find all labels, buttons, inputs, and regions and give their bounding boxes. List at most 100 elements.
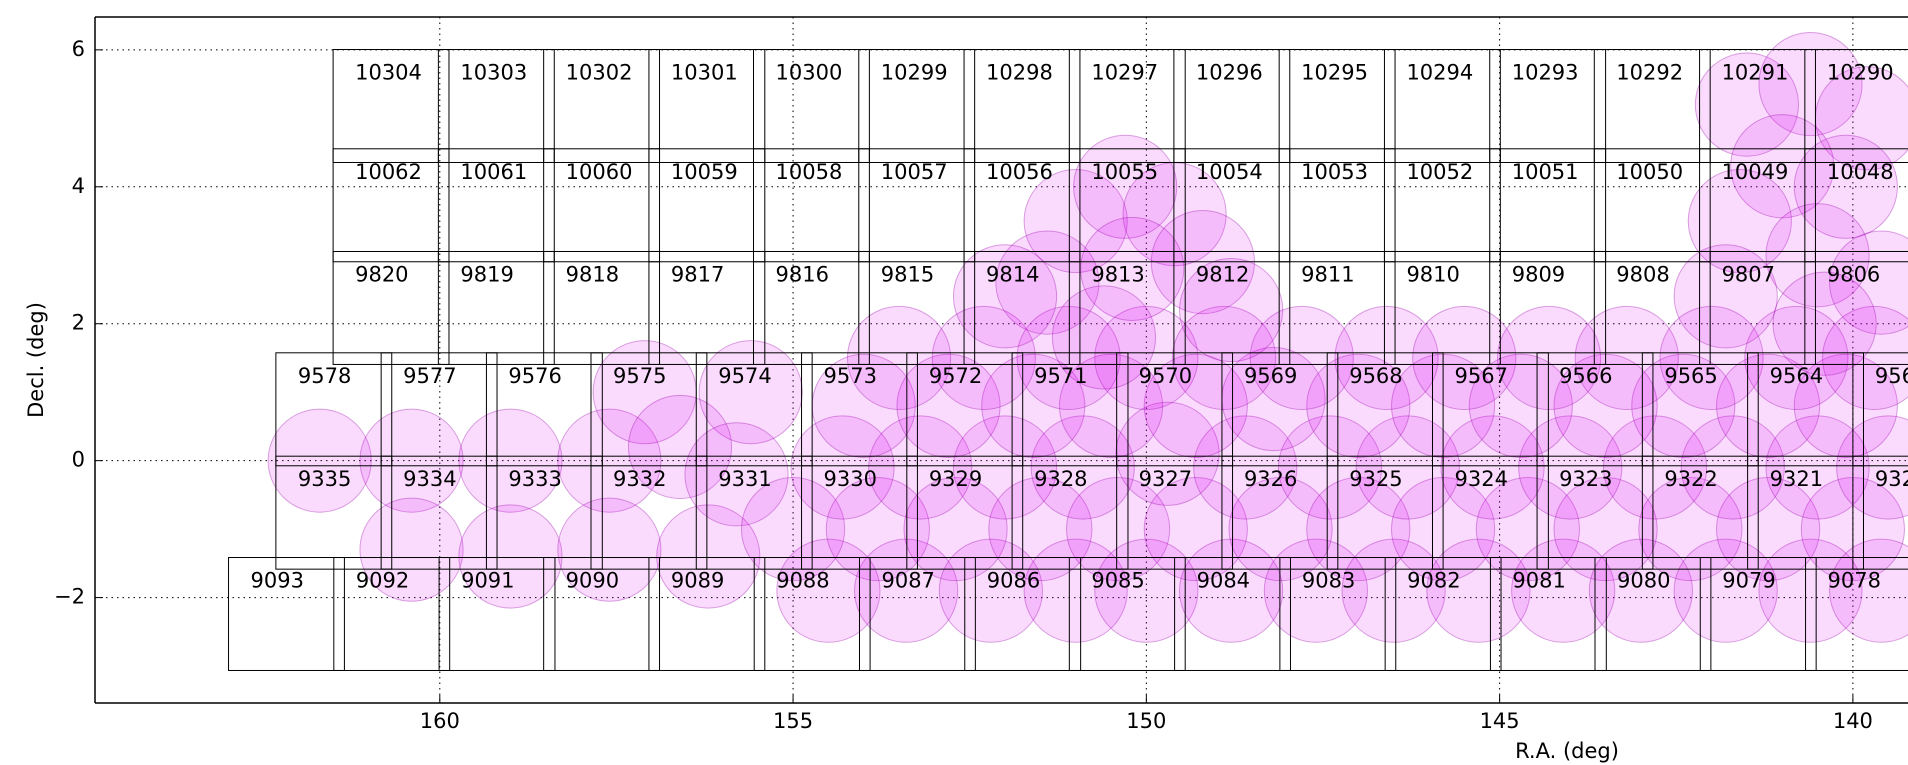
field-label: 10057 [881,160,948,184]
field [1173,148,1291,263]
field-label: 10061 [460,160,527,184]
field-label: 9816 [776,262,829,286]
field [648,557,766,671]
field-label: 10056 [986,160,1053,184]
field [1489,557,1607,671]
field [485,455,603,570]
field [964,557,1082,671]
field-label: 10051 [1512,160,1579,184]
field-label: 9084 [1197,569,1250,593]
pointing [995,230,1100,335]
field-label: 9813 [1091,262,1144,286]
field-label: 9567 [1454,364,1507,388]
field-label: 9812 [1196,262,1249,286]
field-label: 10052 [1406,160,1473,184]
field-label: 9807 [1722,262,1775,286]
pointing [1836,415,1908,520]
field [1699,148,1816,263]
field-label: 10050 [1616,160,1683,184]
pointing [988,477,1093,582]
field [1174,557,1291,671]
pointing [1772,271,1877,376]
field [543,49,661,163]
field [437,49,555,163]
field-label: 9814 [986,262,1039,286]
pointing [1496,305,1602,411]
field [1641,352,1759,467]
pointing [1306,477,1411,582]
pointing [1758,32,1863,137]
field [437,250,555,365]
pointing [1638,477,1743,582]
field-label: 9809 [1512,262,1565,286]
pointing [1553,477,1658,582]
field-label: 9563 [1875,364,1908,388]
field-label: 10054 [1196,160,1263,184]
pointing [1058,353,1164,458]
field-label: 10298 [986,61,1053,85]
pointing [627,394,733,500]
pointing [1094,305,1199,411]
field [332,49,450,163]
field-label: 9568 [1349,364,1402,388]
field-label: 9571 [1034,364,1087,388]
pointing [846,305,952,411]
pointing [1016,305,1121,411]
pointing [868,415,973,520]
pointing [1066,477,1171,582]
field [695,352,813,467]
field-label: 9331 [718,467,771,491]
field [1173,49,1291,163]
pointing [790,415,895,520]
field-label: 9320 [1875,467,1908,491]
field-label: 9091 [461,569,514,593]
pointing [1080,216,1185,322]
pointing [557,408,662,513]
field-label: 9573 [824,364,877,388]
field-label: 9085 [1091,569,1144,593]
pointing [1115,401,1220,506]
field-label: 9564 [1770,364,1823,388]
field-label: 9335 [298,467,351,491]
pointing [458,504,563,609]
pointing [1030,415,1135,520]
field-label: 9815 [881,262,934,286]
field-label: 10294 [1406,61,1473,85]
pointing [1659,305,1764,411]
field-label: 9819 [460,262,513,286]
pointing [776,538,881,643]
pointing [1518,415,1623,520]
pointing [1440,415,1545,520]
pointing [952,415,1058,520]
pointing [1023,538,1128,643]
field-label: 9817 [671,262,724,286]
field [437,148,555,263]
field-label: 9808 [1616,262,1669,286]
field-label: 9081 [1512,569,1565,593]
field [963,148,1081,263]
field [1431,352,1549,467]
field [1278,148,1396,263]
pointing [1687,168,1792,274]
pointing [1193,415,1298,520]
field-label: 9566 [1559,364,1612,388]
y-axis-label: Decl. (deg) [24,302,48,418]
field [1852,455,1908,570]
field-label: 9324 [1454,467,1507,491]
field-label: 10296 [1196,61,1263,85]
pointing [1334,305,1439,411]
field-label: 10299 [881,61,948,85]
field-label: 9570 [1139,364,1192,388]
field [333,557,451,671]
field-label: 9811 [1301,262,1354,286]
field [590,352,708,467]
field-label: 10060 [566,160,633,184]
pointing [1765,203,1870,308]
field [1593,250,1711,365]
pointing [1822,305,1908,411]
pointing [952,244,1058,349]
pointing [698,340,803,445]
pointing [1765,415,1870,520]
pointing [1631,353,1736,458]
pointing [1673,244,1778,349]
